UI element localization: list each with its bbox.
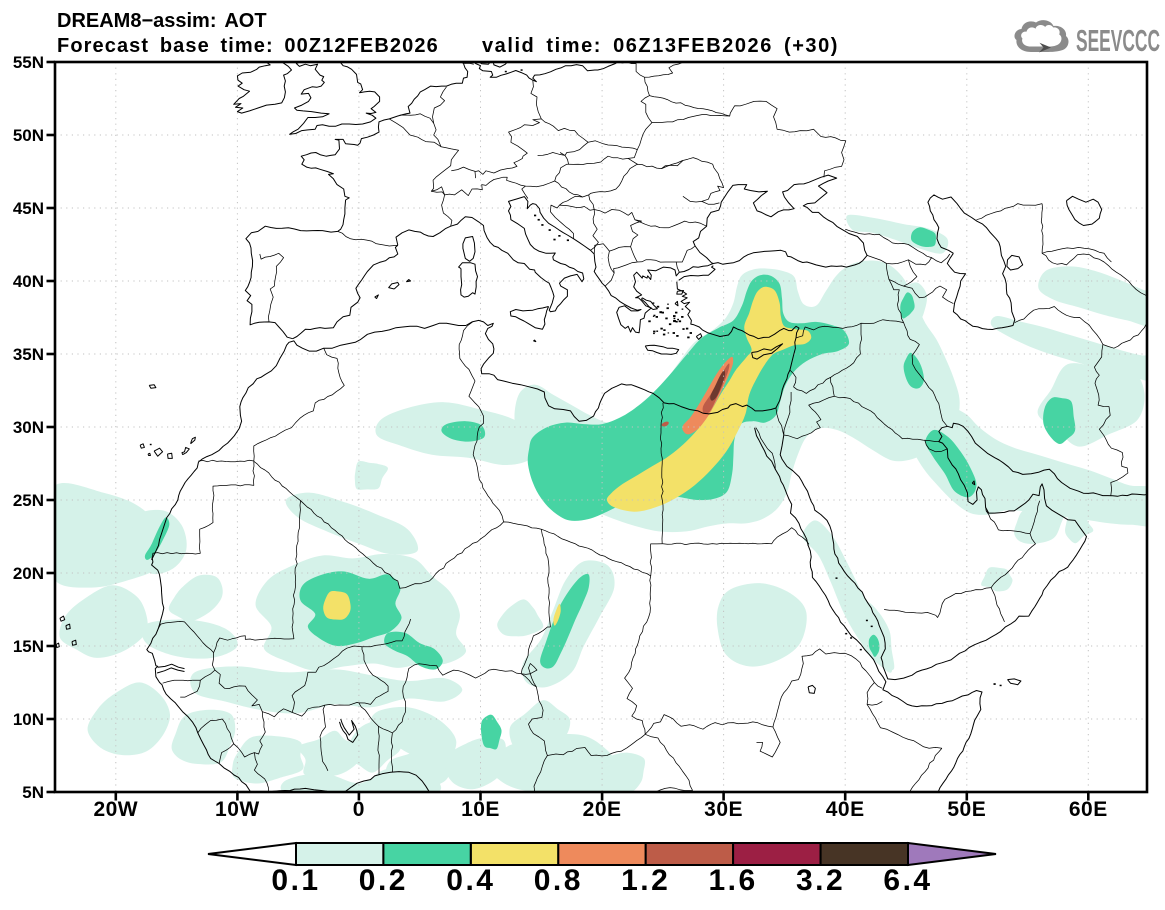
svg-text:25N: 25N [13,491,44,510]
svg-text:55N: 55N [13,53,44,72]
svg-text:45N: 45N [13,199,44,218]
svg-text:1.2: 1.2 [621,864,670,897]
svg-text:Forecast base time: 00Z12FEB20: Forecast base time: 00Z12FEB2026 [57,35,439,57]
svg-text:3.2: 3.2 [796,864,845,897]
svg-text:20E: 20E [583,798,622,821]
svg-text:0.2: 0.2 [359,864,408,897]
svg-text:40N: 40N [13,272,44,291]
svg-text:valid time: 06Z13FEB2026 (+30): valid time: 06Z13FEB2026 (+30) [482,35,839,57]
svg-text:0: 0 [353,798,365,821]
svg-text:50E: 50E [947,798,986,821]
svg-text:SEEVCCC: SEEVCCC [1076,23,1160,58]
svg-text:30N: 30N [13,418,44,437]
svg-text:0.4: 0.4 [446,864,495,897]
svg-text:10E: 10E [461,798,500,821]
svg-text:6.4: 6.4 [883,864,932,897]
svg-text:5N: 5N [22,783,44,802]
svg-text:50N: 50N [13,126,44,145]
svg-text:10N: 10N [13,710,44,729]
svg-text:0.8: 0.8 [534,864,583,897]
svg-text:30E: 30E [704,798,743,821]
svg-text:10W: 10W [215,798,260,821]
svg-text:35N: 35N [13,345,44,364]
svg-text:60E: 60E [1069,798,1108,821]
svg-text:20N: 20N [13,564,44,583]
svg-text:20W: 20W [93,798,138,821]
svg-text:40E: 40E [826,798,865,821]
svg-text:0.1: 0.1 [271,864,320,897]
svg-text:1.6: 1.6 [708,864,757,897]
svg-text:DREAM8−assim: AOT: DREAM8−assim: AOT [57,10,267,32]
svg-text:15N: 15N [13,637,44,656]
